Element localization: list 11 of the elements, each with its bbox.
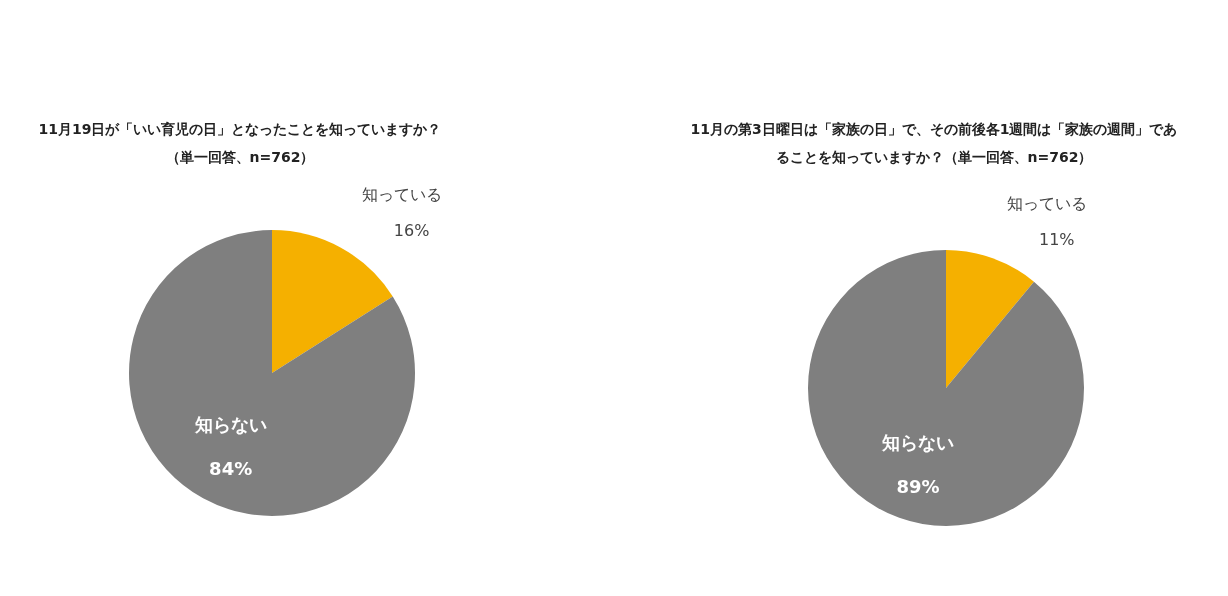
slice-label: 知らない — [880, 431, 954, 453]
chart-title: 11月の第3日曜日は「家族の日」で、その前後各1週間は「家族の週間」であることを知っていますか？（単一回答、n=762） — [689, 120, 1179, 167]
data-label: 84% — [209, 457, 253, 479]
data-label: 89% — [896, 475, 940, 497]
slice-label: 知っている — [361, 185, 442, 205]
slice-label: 知らない — [193, 413, 267, 435]
data-label: 11% — [1038, 230, 1075, 250]
data-label: 16% — [393, 221, 430, 241]
chart-subtitle: （単一回答、n=762） — [164, 148, 316, 167]
slice-label: 知っている — [1006, 194, 1087, 214]
chart-title: 11月19日が「いい育児の日」となったことを知っていますか？ — [37, 120, 443, 139]
